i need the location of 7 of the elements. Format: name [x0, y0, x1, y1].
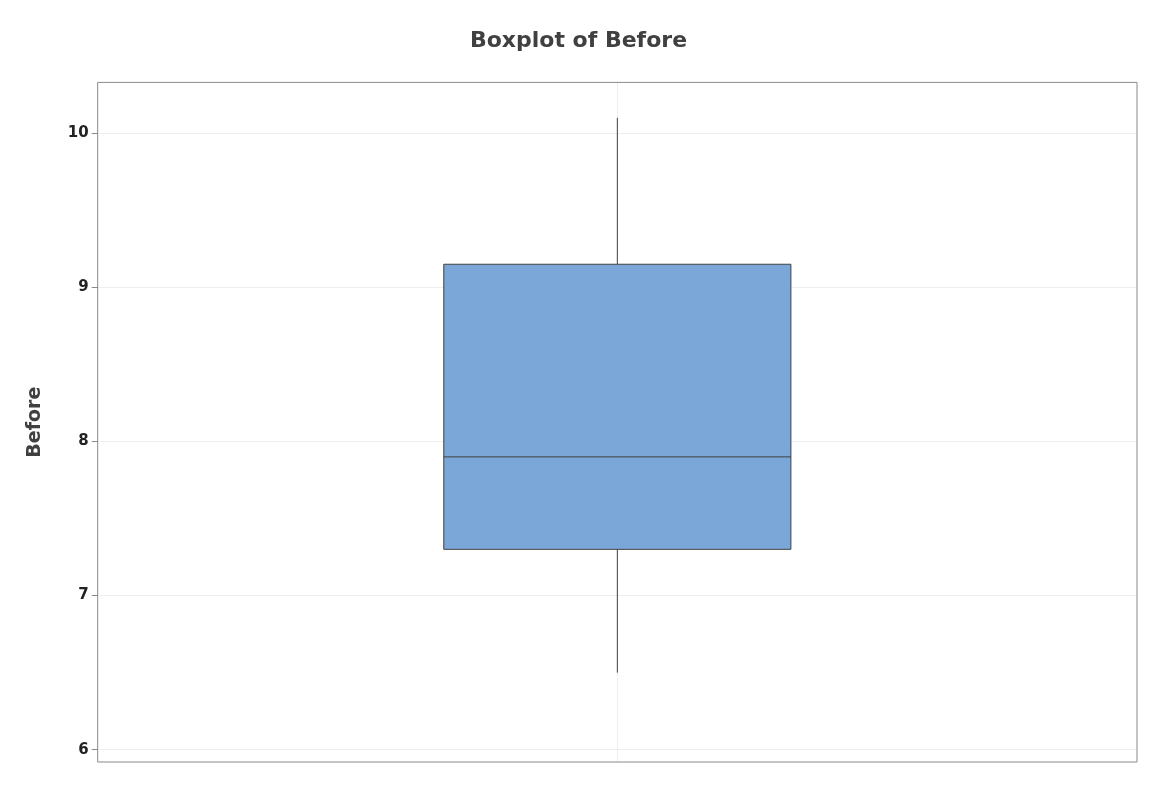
y-tick-label: 7 [78, 585, 89, 604]
chart-title: Boxplot of Before [469, 26, 688, 52]
y-tick-label: 8 [78, 431, 89, 450]
y-tick-label: 6 [78, 739, 89, 758]
y-tick-label: 10 [67, 123, 89, 142]
y-tick-label: 9 [78, 277, 89, 296]
y-axis-title: Before [22, 386, 45, 458]
